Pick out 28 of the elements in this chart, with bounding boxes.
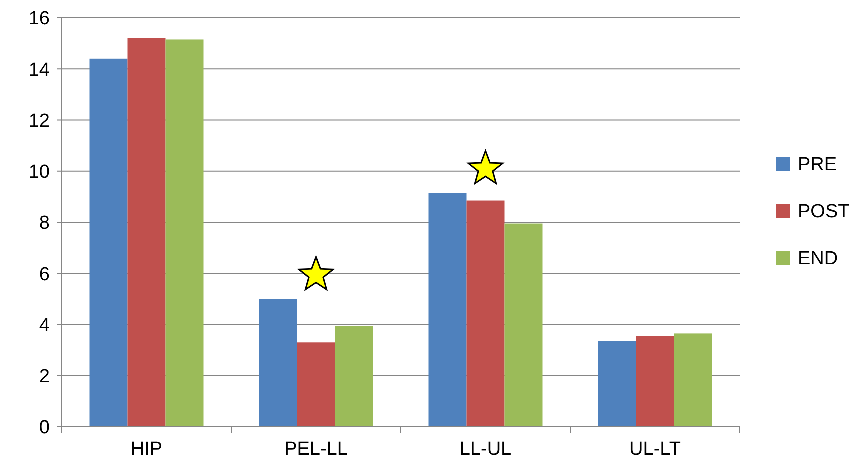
bar <box>128 38 166 427</box>
bar <box>598 341 636 427</box>
bar <box>466 200 505 427</box>
bar <box>504 224 543 427</box>
y-tick-label: 8 <box>39 213 50 234</box>
x-tick-label: PEL-LL <box>284 439 348 460</box>
bar <box>428 193 467 427</box>
y-tick-label: 16 <box>28 8 50 30</box>
bar <box>636 336 674 427</box>
x-tick-label: HIP <box>130 439 163 460</box>
x-tick-label: LL-UL <box>460 439 512 460</box>
bar <box>90 58 128 427</box>
y-tick-label: 2 <box>39 366 50 388</box>
bar <box>166 40 204 427</box>
bar <box>259 299 298 427</box>
x-tick-label: UL-LT <box>630 439 682 460</box>
y-tick-label: 4 <box>39 315 50 336</box>
y-tick-label: 14 <box>28 60 50 81</box>
legend-label: PRE <box>798 154 838 176</box>
y-tick-label: 0 <box>39 418 50 439</box>
bar <box>674 334 712 427</box>
y-tick-label: 6 <box>39 264 50 286</box>
y-tick-label: 12 <box>28 110 50 132</box>
y-tick-label: 10 <box>28 162 50 184</box>
legend-label: END <box>798 248 838 270</box>
bar <box>297 342 336 427</box>
legend-label: POST <box>798 202 850 223</box>
bar <box>335 326 374 427</box>
